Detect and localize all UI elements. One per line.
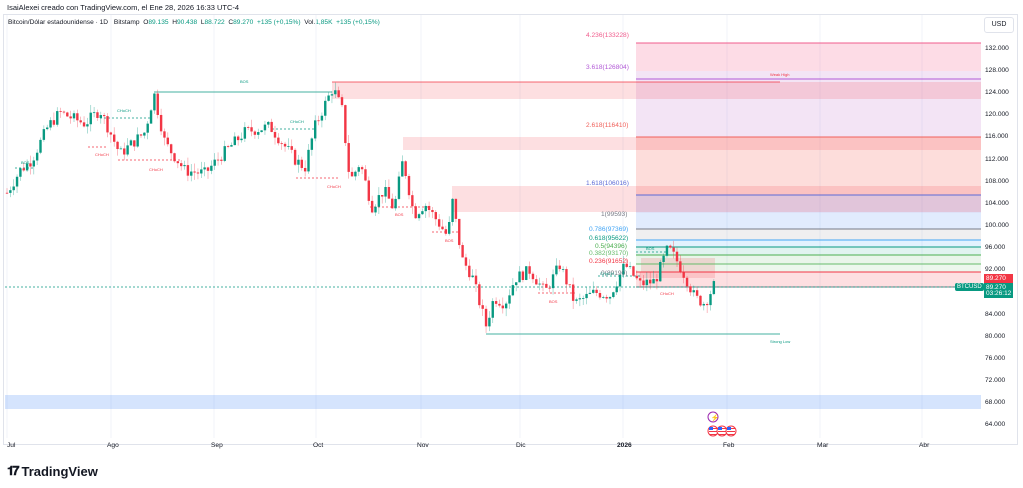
price-tick: 84.000	[985, 311, 1006, 318]
price-tick: 64.000	[985, 421, 1006, 428]
fib-level-label: 4.236(133228)	[586, 32, 629, 39]
fib-level-label: 0.618(95622)	[589, 235, 629, 242]
structure-label: BOS	[21, 160, 30, 165]
time-tick: Oct	[313, 442, 324, 449]
close-value: 89.270	[233, 19, 254, 26]
time-tick: 2026	[617, 442, 632, 449]
symbol-title[interactable]: Bitcoin/Dólar estadounidense · 1D · Bits…	[8, 19, 140, 26]
structure-label: BOS	[240, 79, 249, 84]
tradingview-brand[interactable]: 𝟏𝟕 TradingView	[7, 463, 98, 479]
price-tick: 132.000	[985, 45, 1009, 52]
structure-label: BOS	[445, 238, 454, 243]
price-tick: 104.000	[985, 200, 1009, 207]
price-tick: 68.000	[985, 399, 1006, 406]
time-tick: Abr	[919, 442, 930, 449]
structure-label: CHoCH	[95, 152, 109, 157]
time-tick: Feb	[723, 442, 735, 449]
price-tick: 112.000	[985, 156, 1009, 163]
brand-name: TradingView	[21, 463, 98, 479]
structure-label: BOS	[646, 246, 655, 251]
structure-label: BOS	[549, 299, 558, 304]
time-tick: Jul	[7, 442, 16, 449]
chart-credit: IsaiAlexei creado con TradingView.com, e…	[7, 3, 240, 12]
price-tag: 89.270	[984, 283, 1013, 292]
fib-level-label: 0.5(94396)	[595, 243, 627, 250]
structure-label: CHoCH	[117, 108, 131, 113]
fib-level-label: 3.618(126804)	[586, 64, 629, 71]
price-tick: 120.000	[985, 111, 1009, 118]
low-value: 88.722	[204, 19, 225, 26]
structure-label: CHoCH	[600, 271, 614, 276]
structure-label: Strong Low	[770, 339, 791, 344]
fib-level-label: 1(99593)	[601, 211, 628, 218]
price-tick: 108.000	[985, 178, 1009, 185]
price-tick: 128.000	[985, 67, 1009, 74]
price-tick: 80.000	[985, 333, 1006, 340]
tradingview-logo-icon: 𝟏𝟕	[7, 463, 20, 478]
time-tick: Ago	[107, 442, 119, 449]
time-tick: Nov	[417, 442, 429, 449]
high-value: 90.438	[177, 19, 198, 26]
svg-text:⚡: ⚡	[711, 413, 720, 422]
structure-label: BOS	[395, 212, 404, 217]
structure-label: Weak High	[770, 72, 790, 77]
structure-label: CHoCH	[149, 167, 163, 172]
time-tick: Sep	[211, 442, 223, 449]
price-tick: 100.000	[985, 222, 1009, 229]
currency-button[interactable]: USD	[984, 17, 1014, 33]
volume-value: 1,85K	[315, 19, 333, 26]
structure-label: CHoCH	[290, 119, 304, 124]
fib-level-label: 1.618(106016)	[586, 180, 629, 187]
volume-change: +135 (+0,15%)	[336, 19, 380, 26]
price-tick: 92.000	[985, 266, 1006, 273]
price-tick: 116.000	[985, 133, 1009, 140]
fib-level-label: 0.236(91652)	[589, 258, 629, 265]
price-tick: 96.000	[985, 244, 1006, 251]
price-tick: 72.000	[985, 377, 1006, 384]
chart-frame	[3, 14, 1018, 445]
change-value: +135 (+0,15%)	[256, 19, 301, 26]
fib-level-label: 0(89190)	[601, 270, 628, 277]
fib-level-label: 2.618(116410)	[586, 122, 629, 129]
structure-label: CHoCH	[660, 291, 674, 296]
fib-level-label: 0.786(97369)	[589, 226, 629, 233]
price-tag: 89.270	[984, 274, 1013, 283]
price-tick: 76.000	[985, 355, 1006, 362]
price-tag: 03:26:12	[984, 290, 1013, 298]
price-tick: 124.000	[985, 89, 1009, 96]
time-tick: Mar	[817, 442, 829, 449]
fib-level-label: 0.382(93170)	[589, 250, 629, 257]
structure-label: CHoCH	[327, 184, 341, 189]
time-tick: Dic	[516, 442, 526, 449]
open-value: 89.135	[148, 19, 169, 26]
symbol-tag: BTCUSD	[955, 283, 984, 291]
symbol-legend: Bitcoin/Dólar estadounidense · 1D · Bits…	[8, 19, 380, 26]
